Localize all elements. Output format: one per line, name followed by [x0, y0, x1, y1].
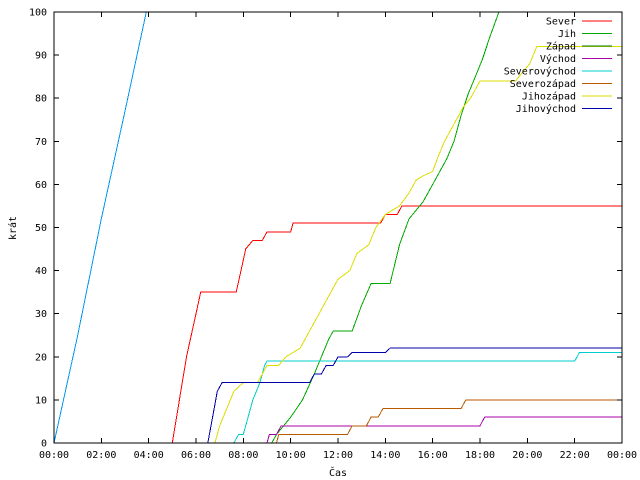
x-tick-label: 00:00: [607, 450, 637, 461]
y-tick-label: 0: [41, 439, 47, 450]
y-tick-label: 80: [35, 94, 47, 105]
legend-label: Jih: [558, 29, 576, 40]
series-line-unnamed: [53, 11, 147, 444]
legend-label: Jihovýchod: [516, 103, 576, 115]
x-tick-label: 16:00: [418, 450, 448, 461]
y-tick-label: 90: [35, 51, 47, 62]
axis-ticks: 00:00 02:00 04:00 06:00 08:00 10:00 12:00 14:00…: [29, 8, 637, 462]
y-tick-label: 40: [35, 266, 47, 277]
legend-label: Východ: [540, 53, 576, 65]
x-tick-label: 18:00: [465, 450, 495, 461]
x-tick-label: 02:00: [86, 450, 116, 461]
legend-label: Západ: [546, 41, 576, 53]
x-tick-label: 04:00: [134, 450, 164, 461]
x-tick-label: 14:00: [370, 450, 400, 461]
series-line-jihozápad: [214, 46, 622, 444]
legend-label: Sever: [546, 17, 576, 28]
series-line-jih: [271, 11, 500, 444]
x-tick-label: 06:00: [181, 450, 211, 461]
y-tick-label: 20: [35, 352, 47, 363]
x-tick-label: 12:00: [323, 450, 353, 461]
y-tick-label: 50: [35, 223, 47, 234]
series-line-severozápad: [276, 399, 622, 444]
legend-label: Severozápad: [510, 78, 576, 90]
series-line-severovýchod: [233, 352, 622, 444]
x-tick-label: 22:00: [560, 450, 590, 461]
x-axis-label: Čas: [329, 466, 347, 479]
y-tick-label: 60: [35, 180, 47, 191]
series-line-sever: [171, 205, 622, 444]
series-line-východ: [266, 416, 622, 444]
series-line-jihovýchod: [207, 347, 622, 444]
y-tick-label: 70: [35, 137, 47, 148]
legend: SeverJihZápadVýchodSeverovýchodSeverozáp…: [504, 17, 612, 115]
x-tick-label: 20:00: [512, 450, 542, 461]
y-tick-label: 10: [35, 395, 47, 406]
y-axis-label: krát: [7, 216, 19, 240]
y-tick-label: 100: [29, 8, 47, 19]
x-tick-label: 08:00: [228, 450, 258, 461]
legend-label: Jihozápad: [522, 91, 576, 103]
x-tick-label: 00:00: [39, 450, 69, 461]
legend-label: Severovýchod: [504, 66, 576, 78]
series-layer: [53, 11, 622, 444]
y-tick-label: 30: [35, 309, 47, 320]
x-tick-label: 10:00: [276, 450, 306, 461]
